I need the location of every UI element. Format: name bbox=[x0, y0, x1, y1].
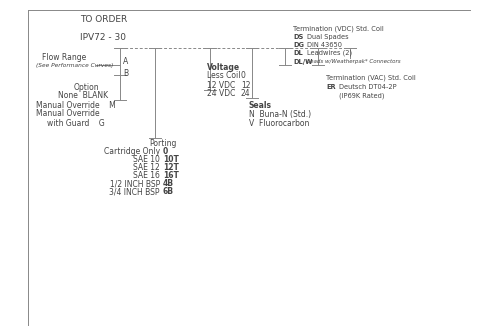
Text: SAE 12: SAE 12 bbox=[133, 163, 160, 173]
Text: Porting: Porting bbox=[149, 140, 177, 148]
Text: Less Coil: Less Coil bbox=[207, 72, 240, 81]
Text: 12 VDC: 12 VDC bbox=[207, 81, 235, 89]
Text: N  Buna-N (Std.): N Buna-N (Std.) bbox=[249, 111, 311, 119]
Text: B: B bbox=[123, 69, 128, 78]
Text: with Guard    G: with Guard G bbox=[47, 118, 105, 127]
Text: Manual Override: Manual Override bbox=[36, 110, 99, 118]
Text: IPV72 - 30: IPV72 - 30 bbox=[80, 32, 126, 42]
Text: (IP69K Rated): (IP69K Rated) bbox=[339, 93, 384, 99]
Text: None  BLANK: None BLANK bbox=[58, 91, 108, 101]
Text: SAE 16: SAE 16 bbox=[133, 172, 160, 181]
Text: 16T: 16T bbox=[163, 172, 179, 181]
Text: Leadwires (2): Leadwires (2) bbox=[307, 50, 352, 56]
Text: ER: ER bbox=[326, 84, 336, 90]
Text: TO ORDER: TO ORDER bbox=[80, 16, 127, 24]
Text: Termination (VAC) Std. Coil: Termination (VAC) Std. Coil bbox=[326, 75, 416, 81]
Text: Leads w/Weatherpak* Connectors: Leads w/Weatherpak* Connectors bbox=[307, 59, 401, 64]
Text: Deutsch DT04-2P: Deutsch DT04-2P bbox=[339, 84, 397, 90]
Text: DG: DG bbox=[293, 42, 304, 48]
Text: Dual Spades: Dual Spades bbox=[307, 34, 348, 40]
Text: DIN 43650: DIN 43650 bbox=[307, 42, 342, 48]
Text: 24 VDC: 24 VDC bbox=[207, 89, 235, 98]
Text: DS: DS bbox=[293, 34, 303, 40]
Text: DL/W: DL/W bbox=[293, 59, 313, 65]
Text: Seals: Seals bbox=[249, 102, 272, 111]
Text: 3/4 INCH BSP: 3/4 INCH BSP bbox=[109, 187, 160, 196]
Text: Cartridge Only: Cartridge Only bbox=[104, 148, 160, 156]
Text: 24: 24 bbox=[241, 89, 250, 98]
Text: V  Fluorocarbon: V Fluorocarbon bbox=[249, 119, 309, 128]
Text: 4B: 4B bbox=[163, 180, 174, 188]
Text: (See Performance Curves): (See Performance Curves) bbox=[36, 63, 113, 69]
Text: Voltage: Voltage bbox=[207, 62, 240, 72]
Text: 12T: 12T bbox=[163, 163, 179, 173]
Text: DL: DL bbox=[293, 50, 303, 56]
Text: Manual Override    M: Manual Override M bbox=[36, 101, 116, 110]
Text: 10T: 10T bbox=[163, 155, 179, 164]
Text: 0: 0 bbox=[241, 72, 246, 81]
Text: Option: Option bbox=[74, 82, 99, 91]
Text: 1/2 INCH BSP: 1/2 INCH BSP bbox=[110, 180, 160, 188]
Text: A: A bbox=[123, 57, 128, 67]
Text: Termination (VDC) Std. Coil: Termination (VDC) Std. Coil bbox=[293, 26, 384, 32]
Text: SAE 10: SAE 10 bbox=[133, 155, 160, 164]
Text: 12: 12 bbox=[241, 81, 250, 89]
Text: 0: 0 bbox=[163, 148, 168, 156]
Text: Flow Range: Flow Range bbox=[42, 53, 86, 62]
Text: 6B: 6B bbox=[163, 187, 174, 196]
